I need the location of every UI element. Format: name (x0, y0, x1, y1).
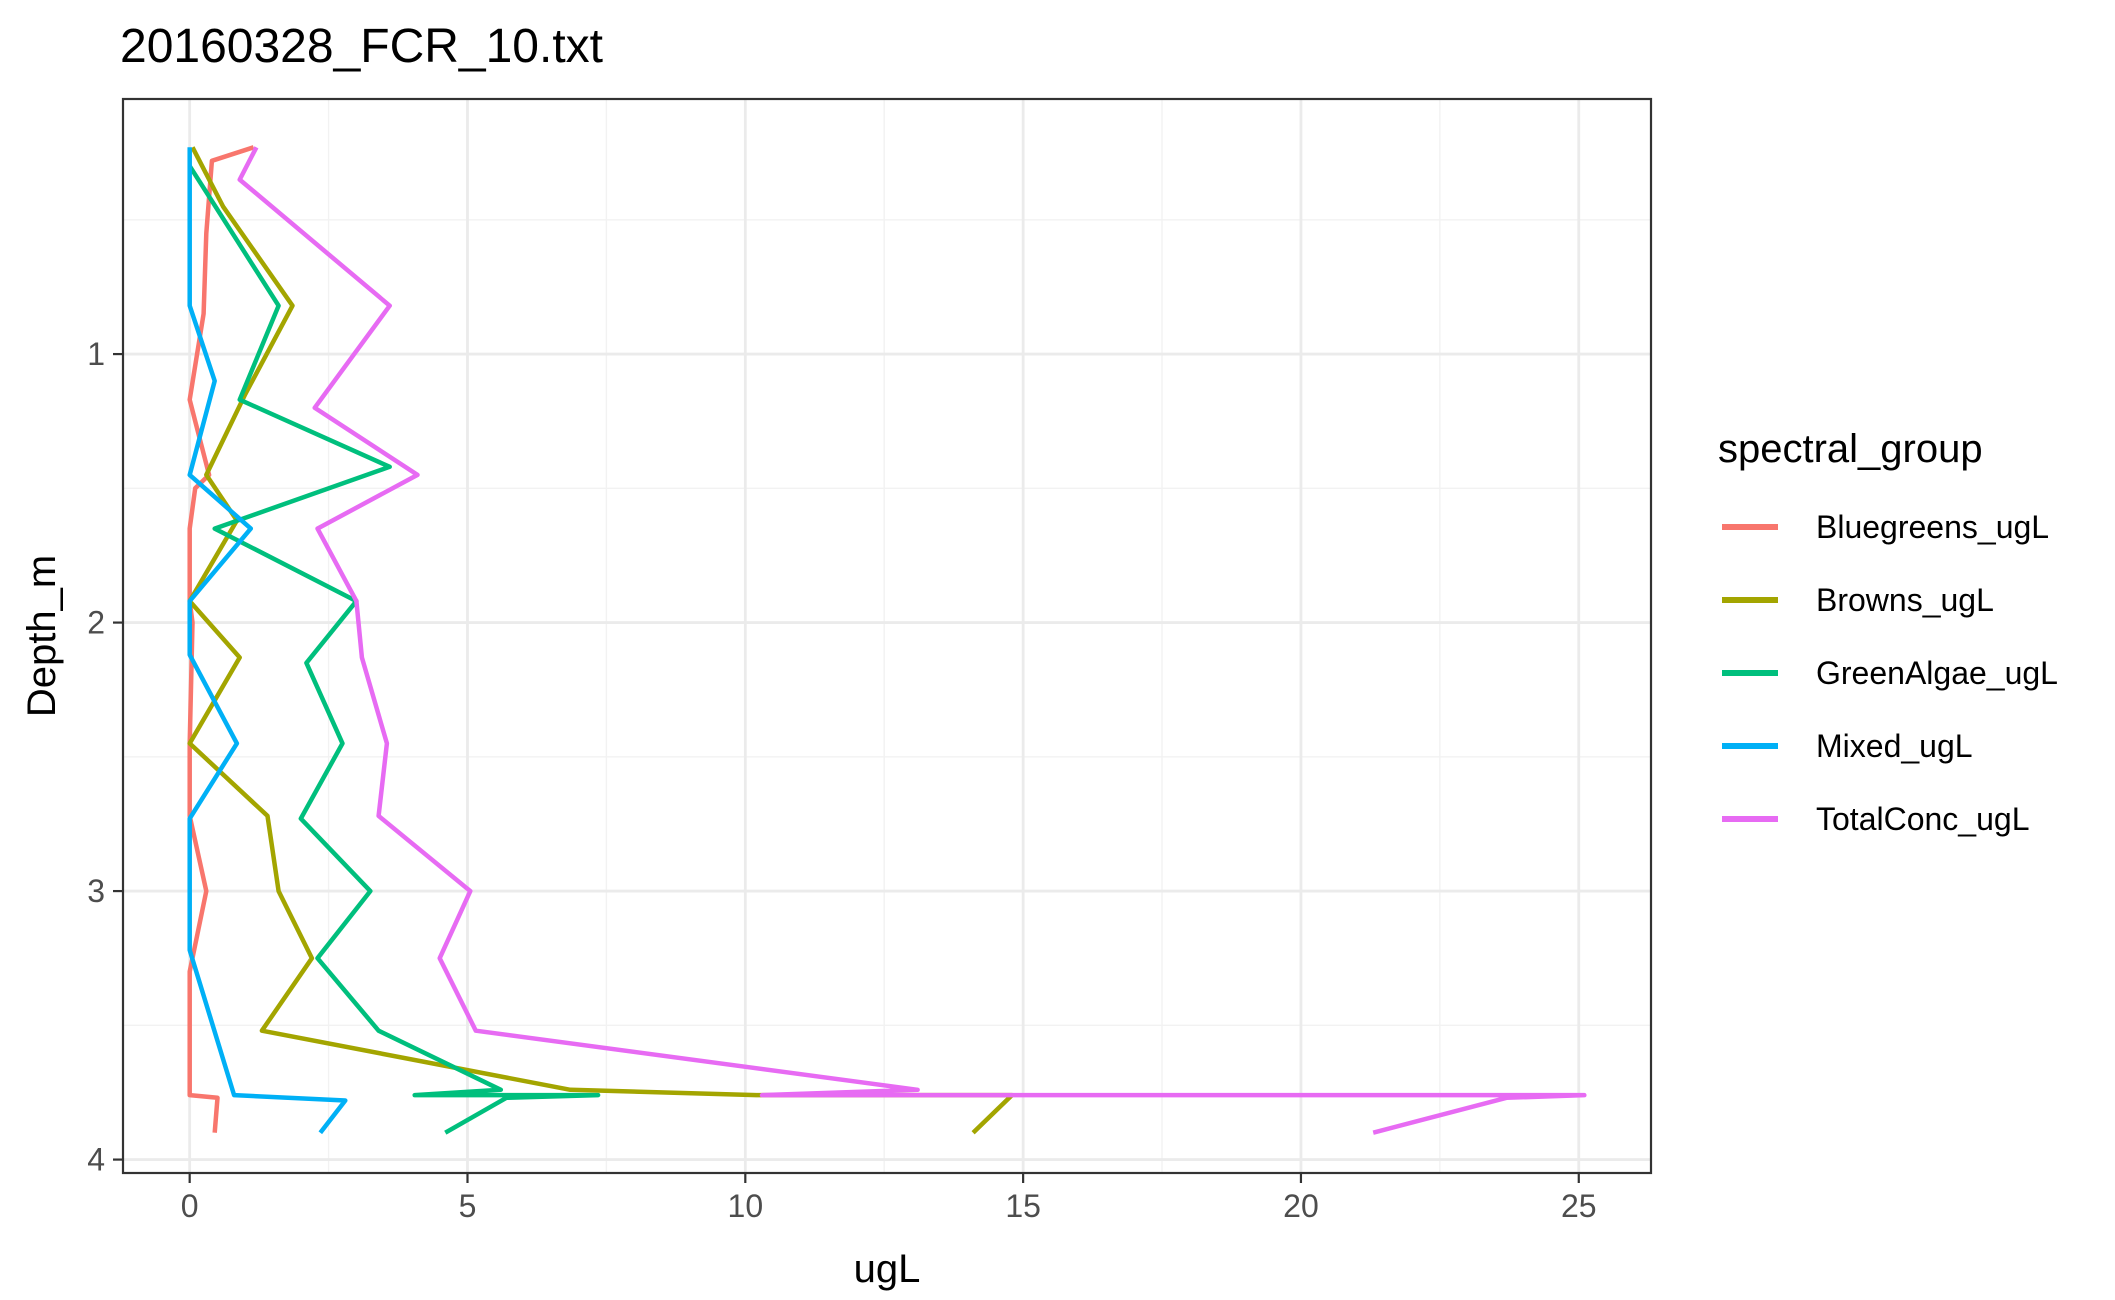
series-line-bluegreens-ugl (187, 145, 255, 1133)
plot-area (121, 97, 1653, 1175)
y-tick-label: 4 (87, 1142, 105, 1178)
series-line-mixed-ugl (187, 147, 348, 1135)
legend-title: spectral_group (1718, 427, 1983, 471)
series-line-greenalgae-ugl (187, 164, 601, 1135)
series-line-totalconc-ugl (237, 146, 1587, 1135)
y-axis: 1 2 3 4 (87, 336, 123, 1178)
chart-title: 20160328_FCR_10.txt (120, 20, 603, 73)
legend-items: Bluegreens_ugL Browns_ugL GreenAlgae_ugL Mi… (1722, 509, 2058, 837)
legend-label: Mixed_ugL (1816, 728, 1973, 764)
y-axis-title: Depth_m (20, 555, 64, 717)
x-axis: 0 5 10 15 20 25 (181, 1173, 1597, 1224)
series-line-browns-ugl (187, 146, 1015, 1135)
grid-minor (123, 99, 1651, 1173)
legend-label: Bluegreens_ugL (1816, 509, 2049, 545)
legend-label: TotalConc_ugL (1816, 801, 2029, 837)
legend-label: GreenAlgae_ugL (1816, 655, 2058, 691)
series-layer (187, 145, 1587, 1135)
x-tick-label: 5 (459, 1188, 477, 1224)
x-axis-title: ugL (854, 1247, 921, 1291)
x-tick-label: 10 (728, 1188, 764, 1224)
legend-label: Browns_ugL (1816, 582, 1994, 618)
y-tick-label: 2 (87, 605, 105, 641)
x-tick-label: 25 (1561, 1188, 1597, 1224)
x-tick-label: 0 (181, 1188, 199, 1224)
y-tick-label: 1 (87, 336, 105, 372)
x-tick-label: 15 (1005, 1188, 1041, 1224)
legend: spectral_group Bluegreens_ugL Browns_ugL G… (1718, 427, 2058, 837)
x-tick-label: 20 (1283, 1188, 1319, 1224)
y-tick-label: 3 (87, 873, 105, 909)
